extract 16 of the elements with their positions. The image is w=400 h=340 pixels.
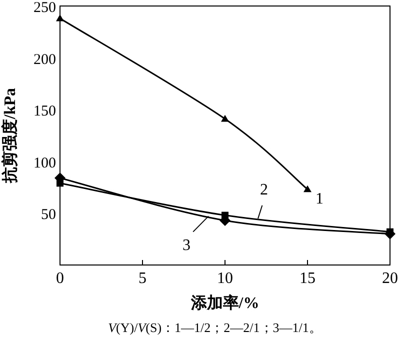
series-label: 1 bbox=[316, 190, 324, 208]
x-tick-label: 5 bbox=[138, 270, 146, 287]
y-tick-label: 200 bbox=[34, 52, 56, 68]
x-tick-label: 0 bbox=[56, 270, 64, 287]
y-axis-title: 抗剪强度/kPa bbox=[0, 88, 19, 184]
y-tick-label: 150 bbox=[34, 104, 56, 120]
y-tick-label: 100 bbox=[34, 155, 56, 172]
x-tick-label: 10 bbox=[217, 270, 233, 287]
x-tick-label: 20 bbox=[382, 270, 398, 287]
legend-label: 3 bbox=[182, 237, 190, 254]
x-tick-label: 15 bbox=[300, 270, 316, 287]
text: V(Y)/V(S)：1—1/2；2—2/1；3—1/1。 bbox=[108, 320, 322, 335]
x-axis-title: 添加率/% bbox=[190, 293, 260, 312]
series-label: 2 bbox=[260, 182, 268, 199]
y-tick-label: 250 bbox=[34, 0, 56, 16]
y-tick-label: 50 bbox=[41, 207, 56, 224]
